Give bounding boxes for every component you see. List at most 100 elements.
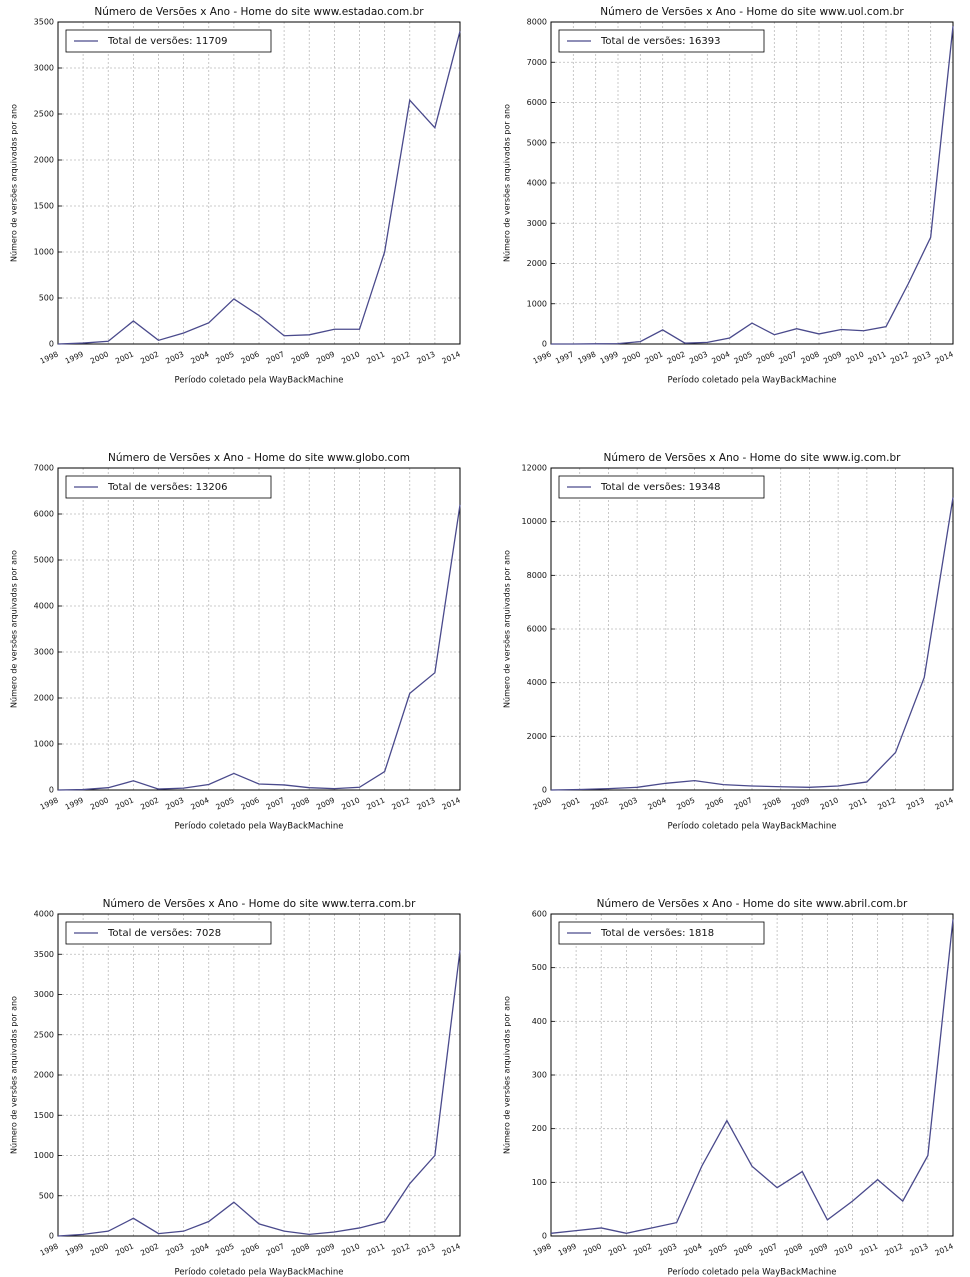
- x-tick-label: 2003: [164, 795, 185, 811]
- y-tick-label: 7000: [527, 58, 547, 67]
- plot-frame: [550, 21, 954, 345]
- x-tick-label: 2005: [214, 349, 235, 365]
- y-tick-label: 0: [542, 1232, 547, 1241]
- x-tick-label: 2009: [808, 1241, 829, 1257]
- y-tick-label: 2000: [34, 694, 54, 703]
- y-tick-label: 2500: [34, 110, 54, 119]
- y-axis-label: Número de versões arquivadas por ano: [503, 550, 512, 708]
- x-tick-label: 2000: [89, 1241, 110, 1257]
- x-tick-label: 2002: [666, 349, 687, 365]
- y-tick-label: 2500: [34, 1030, 54, 1039]
- x-tick-label: 2014: [934, 1241, 955, 1257]
- x-tick-label: 2001: [643, 349, 664, 365]
- x-tick-label: 2006: [755, 349, 776, 365]
- x-tick-label: 2013: [415, 1241, 436, 1257]
- y-tick-label: 8000: [527, 18, 547, 27]
- legend-label: Total de versões: 16393: [600, 36, 720, 47]
- data-line: [57, 31, 461, 345]
- y-tick-label: 8000: [527, 571, 547, 580]
- x-tick-label: 2010: [340, 349, 361, 365]
- x-tick-label: 2005: [707, 1241, 728, 1257]
- data-line: [551, 25, 954, 345]
- x-axis-label: Período coletado pela WayBackMachine: [175, 376, 344, 386]
- data-line: [57, 504, 461, 791]
- x-tick-label: 2014: [934, 349, 955, 365]
- x-tick-label: 2013: [415, 795, 436, 811]
- legend-box: [65, 921, 272, 945]
- legend-label: Total de versões: 1818: [600, 928, 714, 939]
- y-tick-label: 4000: [527, 179, 547, 188]
- data-line: [550, 919, 954, 1234]
- chart-title: Número de Versões x Ano - Home do site w…: [108, 452, 410, 464]
- x-tick-label: 2003: [164, 349, 185, 365]
- y-tick-label: 6000: [527, 98, 547, 107]
- y-tick-label: 1000: [34, 248, 54, 257]
- x-tick-label: 2008: [290, 795, 311, 811]
- x-tick-label: 2002: [632, 1241, 653, 1257]
- y-tick-label: 500: [39, 1191, 54, 1200]
- x-tick-label: 1996: [532, 349, 553, 365]
- x-axis-label: Período coletado pela WayBackMachine: [668, 376, 837, 386]
- y-tick-label: 3500: [34, 950, 54, 959]
- y-tick-label: 2000: [527, 732, 547, 741]
- y-tick-label: 5000: [34, 556, 54, 565]
- y-tick-label: 4000: [34, 910, 54, 919]
- x-tick-label: 2006: [240, 795, 261, 811]
- y-axis-label: Número de versões arquivadas por ano: [10, 996, 19, 1154]
- x-tick-label: 1999: [557, 1241, 578, 1257]
- x-tick-label: 2013: [908, 1241, 929, 1257]
- x-tick-label: 2014: [441, 349, 462, 365]
- x-tick-label: 2001: [114, 349, 135, 365]
- chart-title: Número de Versões x Ano - Home do site w…: [94, 6, 424, 18]
- y-tick-label: 1000: [527, 299, 547, 308]
- x-tick-label: 2010: [844, 349, 865, 365]
- x-tick-label: 2007: [265, 795, 286, 811]
- y-tick-label: 0: [49, 1232, 54, 1241]
- x-tick-label: 2007: [265, 1241, 286, 1257]
- legend-label: Total de versões: 19348: [600, 482, 720, 493]
- y-tick-label: 0: [49, 340, 54, 349]
- y-tick-label: 0: [542, 340, 547, 349]
- x-tick-label: 2005: [214, 1241, 235, 1257]
- y-tick-label: 0: [49, 786, 54, 795]
- x-tick-label: 2008: [761, 795, 782, 811]
- x-tick-label: 2008: [290, 1241, 311, 1257]
- x-axis-label: Período coletado pela WayBackMachine: [175, 1268, 344, 1277]
- x-tick-label: 1999: [64, 349, 85, 365]
- x-tick-label: 2004: [710, 349, 731, 365]
- x-tick-label: 2011: [365, 1241, 386, 1257]
- y-tick-label: 600: [532, 910, 547, 919]
- plot-frame: [57, 21, 461, 345]
- x-tick-label: 2000: [89, 349, 110, 365]
- x-tick-label: 2012: [876, 795, 897, 811]
- data-line: [550, 497, 954, 791]
- legend-box: [65, 475, 272, 499]
- y-axis-label: Número de versões arquivadas por ano: [503, 104, 512, 262]
- y-axis-label: Número de versões arquivadas por ano: [503, 996, 512, 1154]
- x-tick-label: 2006: [240, 1241, 261, 1257]
- legend-label: Total de versões: 13206: [107, 482, 227, 493]
- x-tick-label: 2001: [114, 1241, 135, 1257]
- x-tick-label: 2001: [560, 795, 581, 811]
- y-tick-label: 1500: [34, 202, 54, 211]
- plot-frame: [57, 467, 461, 791]
- y-tick-label: 500: [532, 963, 547, 972]
- x-tick-label: 2007: [265, 349, 286, 365]
- y-tick-label: 1500: [34, 1111, 54, 1120]
- x-tick-label: 1999: [64, 1241, 85, 1257]
- x-axis-label: Período coletado pela WayBackMachine: [175, 822, 344, 832]
- x-tick-label: 2001: [114, 795, 135, 811]
- legend-box: [558, 29, 765, 53]
- x-tick-label: 1999: [599, 349, 620, 365]
- x-tick-label: 2007: [733, 795, 754, 811]
- x-tick-label: 2003: [657, 1241, 678, 1257]
- x-tick-label: 2006: [240, 349, 261, 365]
- x-tick-label: 2000: [621, 349, 642, 365]
- x-tick-label: 2004: [646, 795, 667, 811]
- x-tick-label: 1998: [39, 1241, 60, 1257]
- y-tick-label: 12000: [522, 464, 547, 473]
- x-tick-label: 2009: [315, 349, 336, 365]
- x-tick-label: 2012: [883, 1241, 904, 1257]
- legend-box: [558, 475, 765, 499]
